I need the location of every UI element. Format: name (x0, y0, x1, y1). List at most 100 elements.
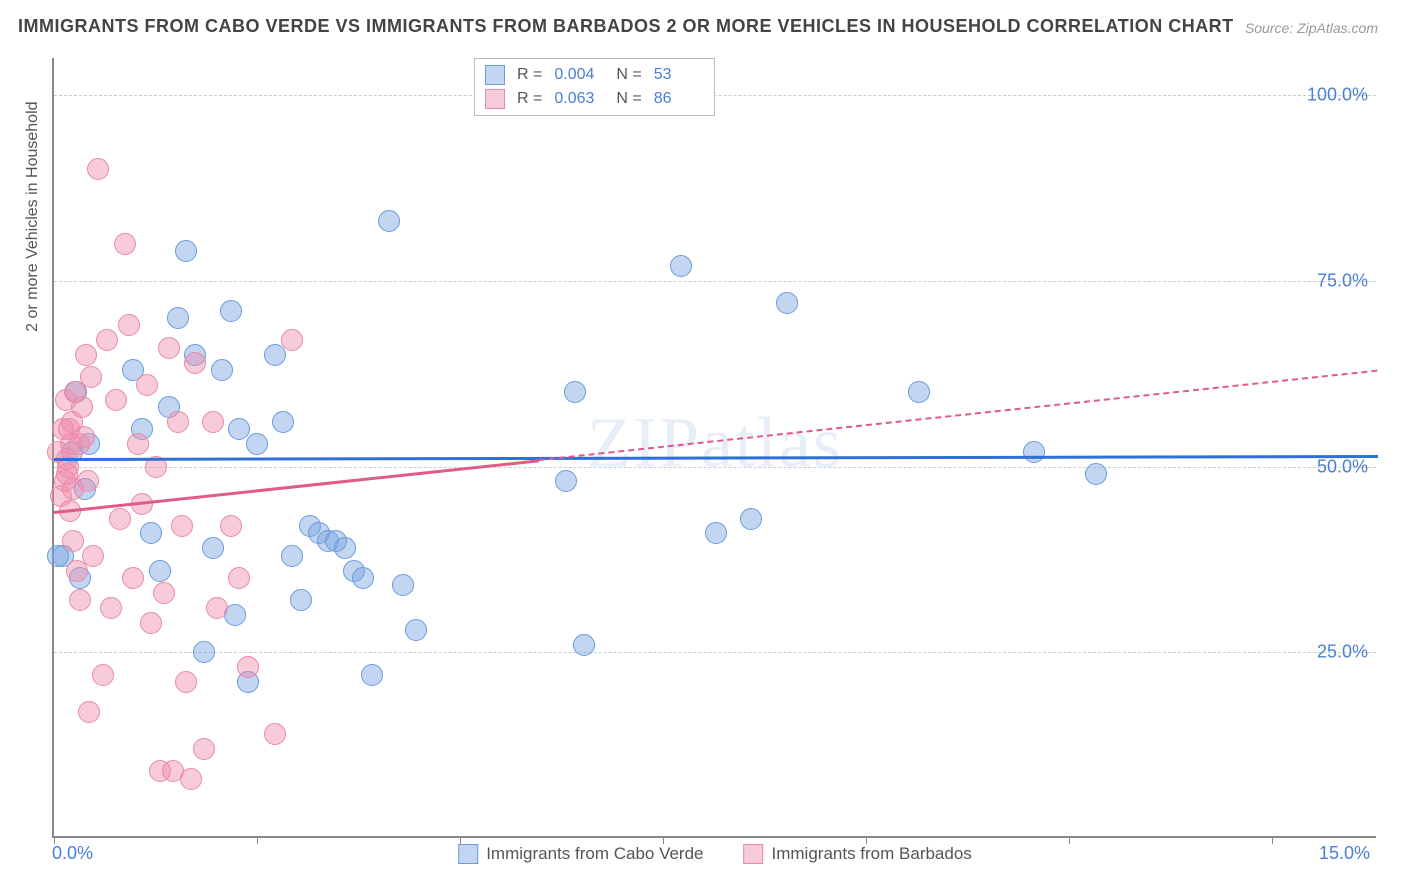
gridline (54, 652, 1376, 653)
trend-line (54, 459, 540, 514)
stats-legend-row: R =0.063N =86 (485, 87, 704, 111)
chart-title: IMMIGRANTS FROM CABO VERDE VS IMMIGRANTS… (18, 16, 1234, 37)
data-point (78, 701, 100, 723)
series-legend: Immigrants from Cabo Verde Immigrants fro… (458, 844, 972, 864)
data-point (109, 508, 131, 530)
data-point (175, 240, 197, 262)
x-tick-mark (1069, 836, 1070, 844)
data-point (71, 396, 93, 418)
data-point (149, 560, 171, 582)
legend-swatch (485, 65, 505, 85)
data-point (272, 411, 294, 433)
data-point (114, 233, 136, 255)
data-point (264, 723, 286, 745)
data-point (776, 292, 798, 314)
watermark: ZIPatlas (587, 401, 843, 484)
data-point (171, 515, 193, 537)
x-tick-mark (1272, 836, 1273, 844)
data-point (60, 433, 82, 455)
data-point (62, 478, 84, 500)
x-tick-max: 15.0% (1319, 843, 1370, 864)
legend-swatch (458, 844, 478, 864)
legend-swatch (744, 844, 764, 864)
data-point (96, 329, 118, 351)
x-tick-mark (460, 836, 461, 844)
trend-line (54, 455, 1378, 461)
data-point (140, 612, 162, 634)
data-point (184, 352, 206, 374)
data-point (118, 314, 140, 336)
data-point (153, 582, 175, 604)
data-point (92, 664, 114, 686)
stats-legend: R = 0.004 N = 53 R =0.063N =86 (474, 58, 715, 116)
x-tick-min: 0.0% (52, 843, 93, 864)
data-point (202, 537, 224, 559)
data-point (705, 522, 727, 544)
data-point (105, 389, 127, 411)
data-point (220, 300, 242, 322)
data-point (1023, 441, 1045, 463)
data-point (220, 515, 242, 537)
r-label: R = (517, 90, 542, 108)
x-tick-mark (257, 836, 258, 844)
data-point (69, 589, 91, 611)
data-point (228, 567, 250, 589)
legend-item: Immigrants from Cabo Verde (458, 844, 703, 864)
n-label: N = (616, 66, 641, 84)
x-tick-mark (866, 836, 867, 844)
trend-line-extrapolated (539, 370, 1378, 461)
data-point (237, 656, 259, 678)
data-point (206, 597, 228, 619)
data-point (264, 344, 286, 366)
data-point (908, 381, 930, 403)
gridline (54, 95, 1376, 96)
y-tick-label: 50.0% (1317, 456, 1368, 477)
data-point (202, 411, 224, 433)
data-point (281, 329, 303, 351)
data-point (290, 589, 312, 611)
x-tick-mark (663, 836, 664, 844)
source-credit: Source: ZipAtlas.com (1245, 20, 1378, 36)
y-axis-label: 2 or more Vehicles in Household (24, 101, 42, 331)
data-point (405, 619, 427, 641)
data-point (281, 545, 303, 567)
gridline (54, 281, 1376, 282)
plot-area: 2 or more Vehicles in Household ZIPatlas… (52, 58, 1376, 838)
data-point (82, 545, 104, 567)
y-tick-label: 25.0% (1317, 642, 1368, 663)
data-point (352, 567, 374, 589)
data-point (334, 537, 356, 559)
data-point (167, 307, 189, 329)
data-point (211, 359, 233, 381)
legend-item: Immigrants from Barbados (744, 844, 972, 864)
data-point (136, 374, 158, 396)
r-value: 0.004 (554, 66, 604, 84)
n-label: N = (616, 90, 641, 108)
y-tick-label: 100.0% (1307, 85, 1368, 106)
data-point (193, 641, 215, 663)
data-point (392, 574, 414, 596)
data-point (127, 433, 149, 455)
data-point (175, 671, 197, 693)
data-point (100, 597, 122, 619)
data-point (87, 158, 109, 180)
data-point (246, 433, 268, 455)
stats-legend-row: R = 0.004 N = 53 (485, 63, 704, 87)
data-point (361, 664, 383, 686)
data-point (75, 344, 97, 366)
data-point (378, 210, 400, 232)
legend-swatch (485, 89, 505, 109)
data-point (573, 634, 595, 656)
x-tick-mark (54, 836, 55, 844)
data-point (555, 470, 577, 492)
r-label: R = (517, 66, 542, 84)
data-point (140, 522, 162, 544)
data-point (193, 738, 215, 760)
data-point (180, 768, 202, 790)
data-point (122, 567, 144, 589)
gridline (54, 467, 1376, 468)
n-value: 53 (654, 66, 704, 84)
data-point (80, 366, 102, 388)
y-tick-label: 75.0% (1317, 270, 1368, 291)
data-point (670, 255, 692, 277)
